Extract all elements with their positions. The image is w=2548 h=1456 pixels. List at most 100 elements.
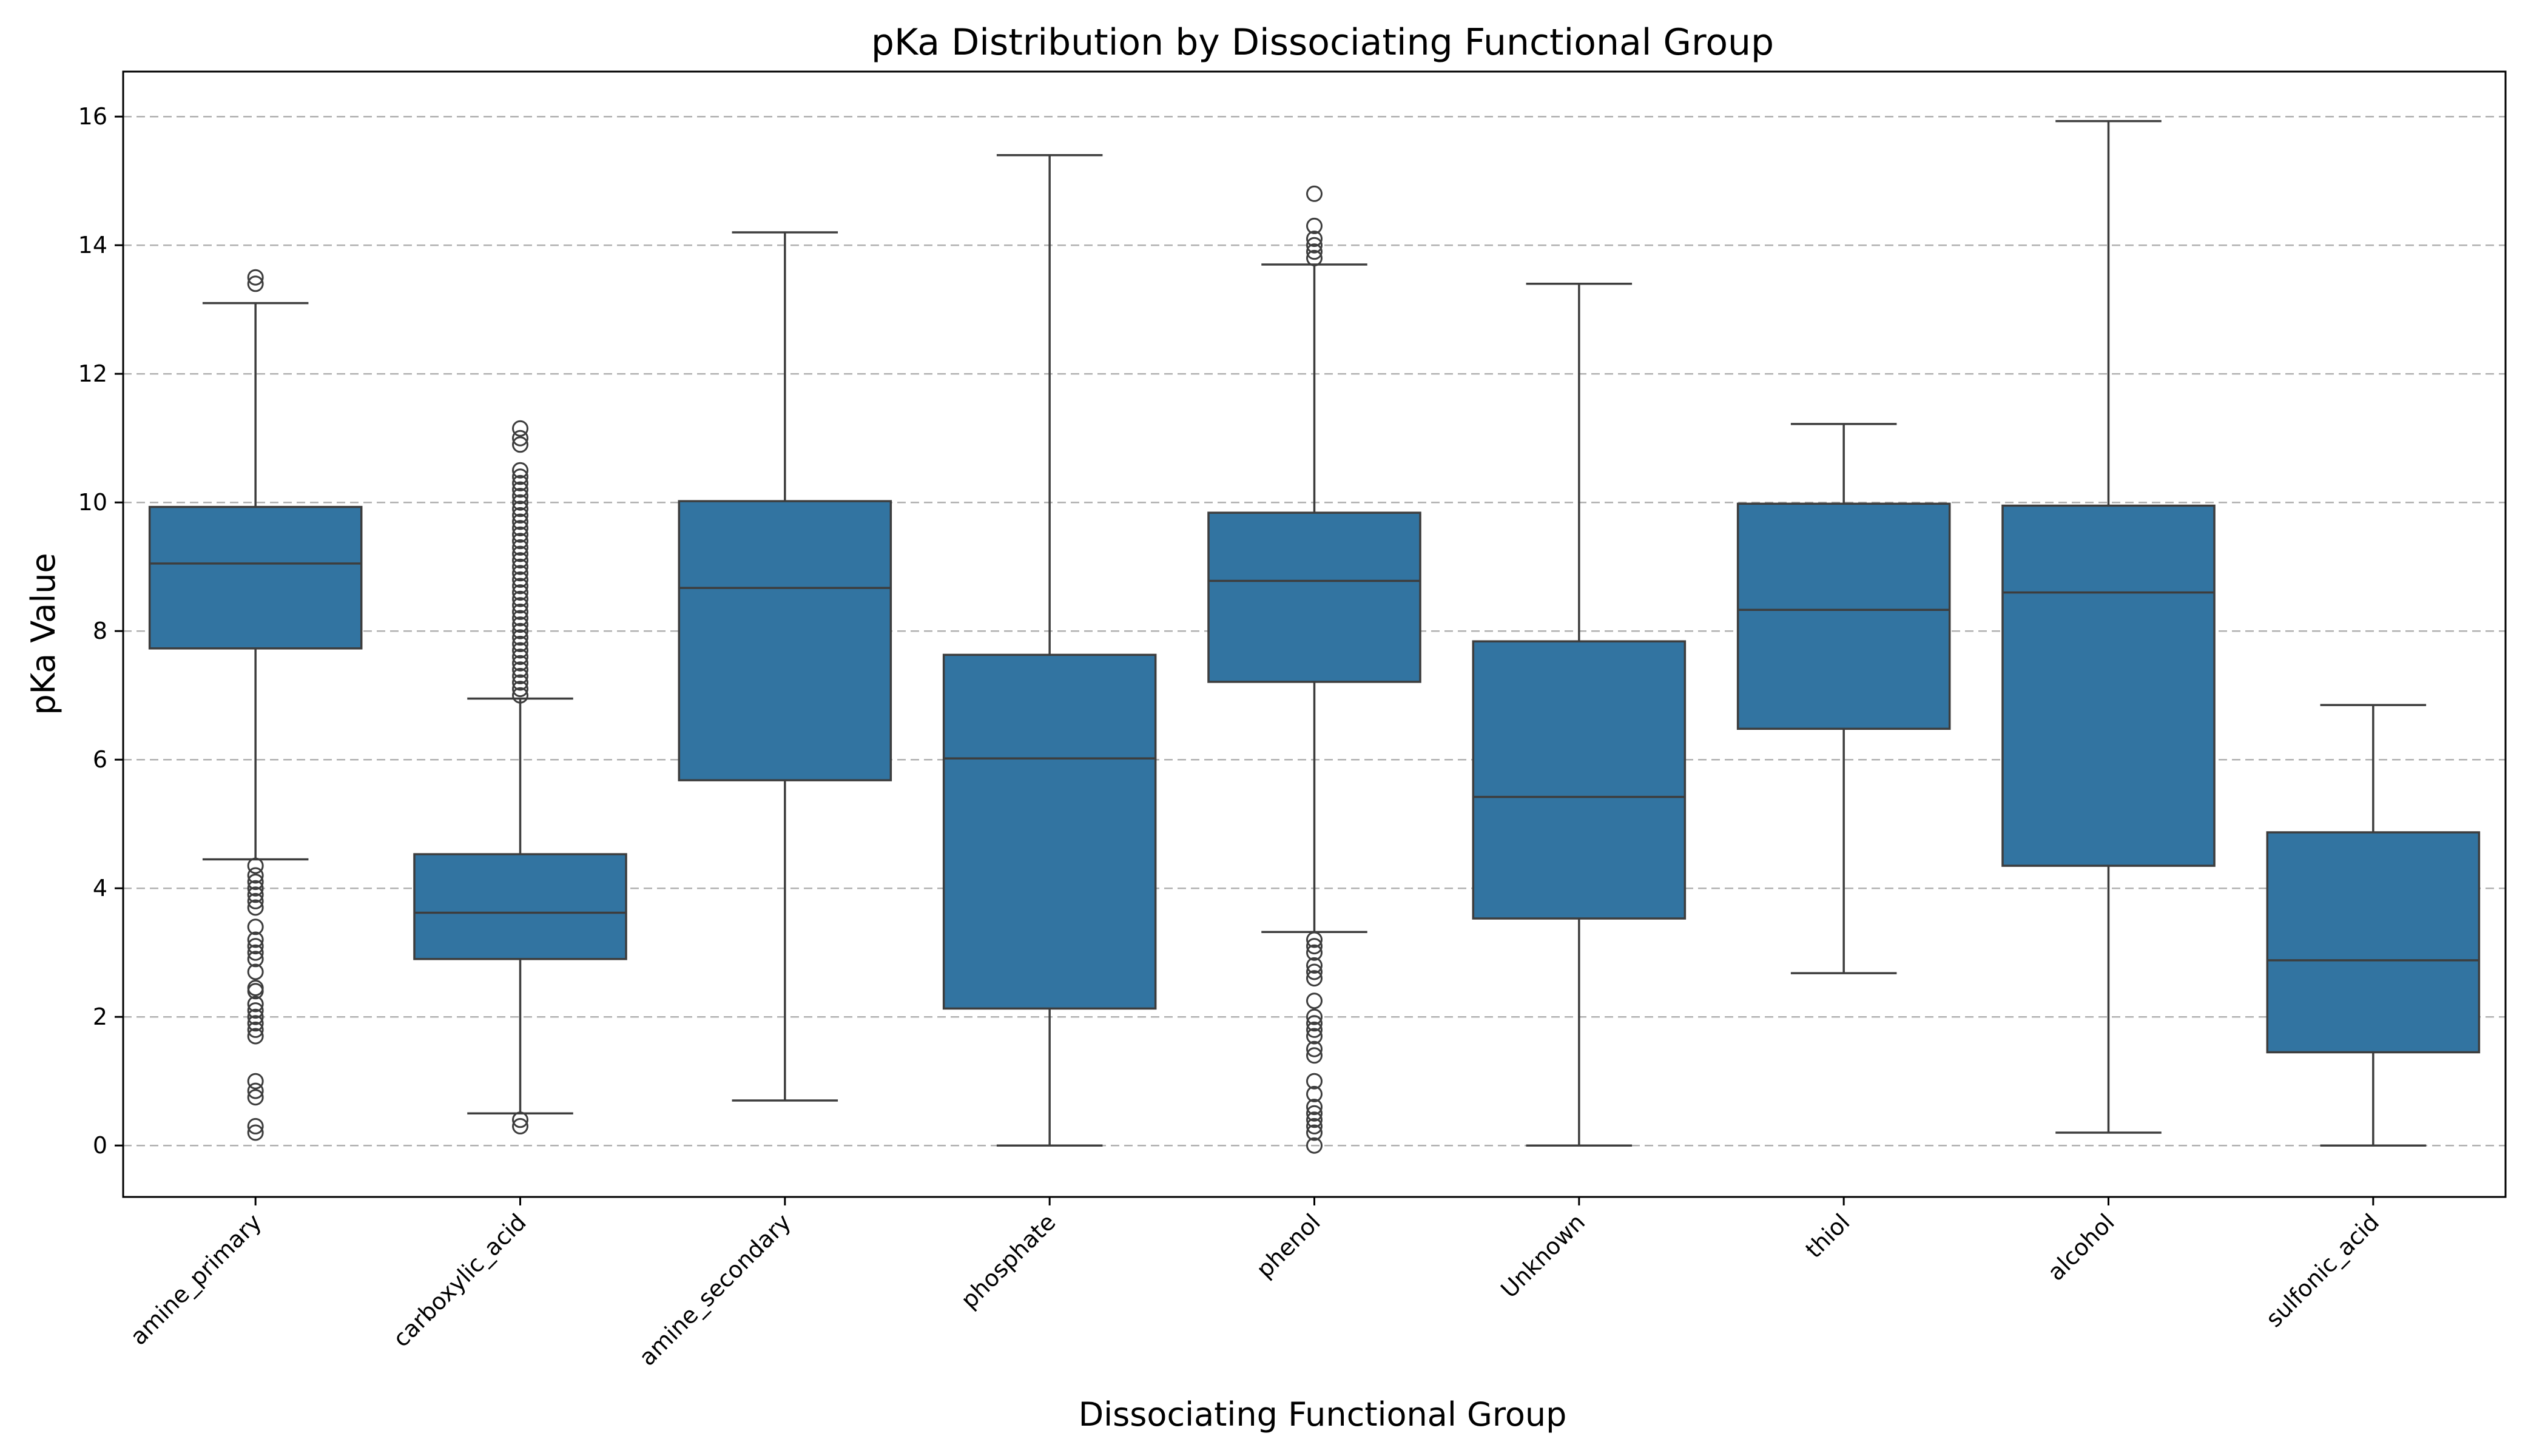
outlier-point <box>512 462 528 479</box>
outlier-point <box>1306 963 1323 980</box>
outlier-point <box>1306 1085 1323 1102</box>
y-tick-label: 0 <box>93 1132 107 1159</box>
outlier-point <box>247 938 264 955</box>
y-tick-label: 8 <box>93 618 107 644</box>
outlier-point <box>247 880 264 897</box>
outlier-point <box>247 269 264 286</box>
outlier-point <box>247 983 264 1000</box>
y-axis: 0 2 4 6 8 10 12 14 16 <box>78 103 123 1159</box>
outlier-point <box>247 892 264 909</box>
outlier-point <box>247 1028 264 1045</box>
outlier-point <box>247 1008 264 1025</box>
y-tick-label: 10 <box>78 489 107 516</box>
outlier-point <box>247 963 264 980</box>
x-tick-label: sulfonic_acid <box>2260 1208 2384 1332</box>
iqr-box <box>2001 504 2216 867</box>
plot-frame <box>122 70 2507 1198</box>
outlier-point <box>512 481 528 498</box>
outlier-point <box>512 642 528 659</box>
box-group-alcohol <box>2001 120 2216 1134</box>
outlier-point <box>1306 993 1323 1009</box>
box-group-Unknown <box>1472 283 1687 1147</box>
outlier-point <box>512 590 528 607</box>
outlier-point <box>1306 185 1323 202</box>
outlier-point <box>247 1117 264 1134</box>
outlier-point <box>1306 1040 1323 1057</box>
outlier-point <box>512 507 528 524</box>
outlier-point <box>1306 231 1323 248</box>
box-group-phenol <box>1207 185 1421 1154</box>
outlier-point <box>1306 243 1323 260</box>
outlier-point <box>247 1089 264 1106</box>
outlier-point <box>512 629 528 646</box>
y-tick-label: 14 <box>78 232 107 258</box>
y-tick-label: 2 <box>93 1003 107 1030</box>
outlier-point <box>512 520 528 537</box>
outlier-point <box>512 681 528 698</box>
outlier-point <box>1306 1105 1323 1122</box>
outlier-point <box>247 275 264 292</box>
x-tick-label: Unknown <box>1495 1208 1590 1303</box>
outlier-point <box>247 899 264 916</box>
outlier-point <box>1306 1137 1323 1154</box>
outlier-point <box>247 886 264 903</box>
y-tick-label: 16 <box>78 103 107 130</box>
outlier-point <box>1306 1073 1323 1090</box>
outlier-point <box>1306 249 1323 266</box>
y-tick-label: 12 <box>78 360 107 387</box>
outlier-point <box>512 622 528 639</box>
outlier-point <box>247 1073 264 1090</box>
outlier-point <box>512 539 528 556</box>
x-tick-label: phenol <box>1251 1208 1326 1283</box>
outlier-point <box>247 931 264 948</box>
outlier-point <box>247 1082 264 1099</box>
iqr-box <box>148 505 363 650</box>
outlier-point <box>512 1111 528 1128</box>
outlier-point <box>512 545 528 562</box>
outlier-point <box>247 980 264 996</box>
outlier-point <box>512 552 528 569</box>
x-tick-label: thiol <box>1800 1208 1855 1263</box>
iqr-box <box>1736 502 1951 730</box>
outlier-point <box>512 468 528 485</box>
outlier-point <box>512 500 528 517</box>
iqr-box <box>2266 831 2481 1054</box>
iqr-box <box>678 500 892 781</box>
outlier-point <box>247 1021 264 1038</box>
outlier-point <box>512 474 528 491</box>
x-tick-label: alcohol <box>2043 1208 2120 1286</box>
iqr-box <box>413 853 627 960</box>
outlier-point <box>512 674 528 691</box>
outlier-point <box>247 1002 264 1019</box>
outlier-point <box>512 565 528 582</box>
outlier-point <box>512 603 528 620</box>
outlier-point <box>512 584 528 601</box>
outlier-point <box>1306 1028 1323 1045</box>
outlier-point <box>1306 1015 1323 1032</box>
outlier-point <box>247 867 264 884</box>
iqr-box <box>942 653 1157 1010</box>
outlier-point <box>512 1117 528 1134</box>
outlier-point <box>512 655 528 672</box>
outlier-point <box>1306 931 1323 948</box>
outlier-point <box>512 597 528 614</box>
outlier-point <box>512 513 528 530</box>
box-group-amine_secondary <box>678 231 892 1102</box>
x-tick-label: carboxylic_acid <box>388 1208 531 1352</box>
outlier-point <box>512 420 528 437</box>
iqr-box <box>1472 640 1687 920</box>
chart-title: pKa Distribution by Dissociating Functio… <box>871 21 1774 64</box>
box-group-thiol <box>1736 423 1951 974</box>
outlier-point <box>1306 237 1323 254</box>
outlier-point <box>247 996 264 1013</box>
outlier-point <box>247 944 264 961</box>
outlier-point <box>247 874 264 891</box>
outlier-point <box>247 918 264 935</box>
outlier-point <box>512 661 528 678</box>
outlier-point <box>1306 217 1323 234</box>
outlier-point <box>512 488 528 505</box>
outlier-point <box>1306 1111 1323 1128</box>
outlier-point <box>247 857 264 874</box>
box-group-carboxylic_acid <box>413 420 627 1134</box>
